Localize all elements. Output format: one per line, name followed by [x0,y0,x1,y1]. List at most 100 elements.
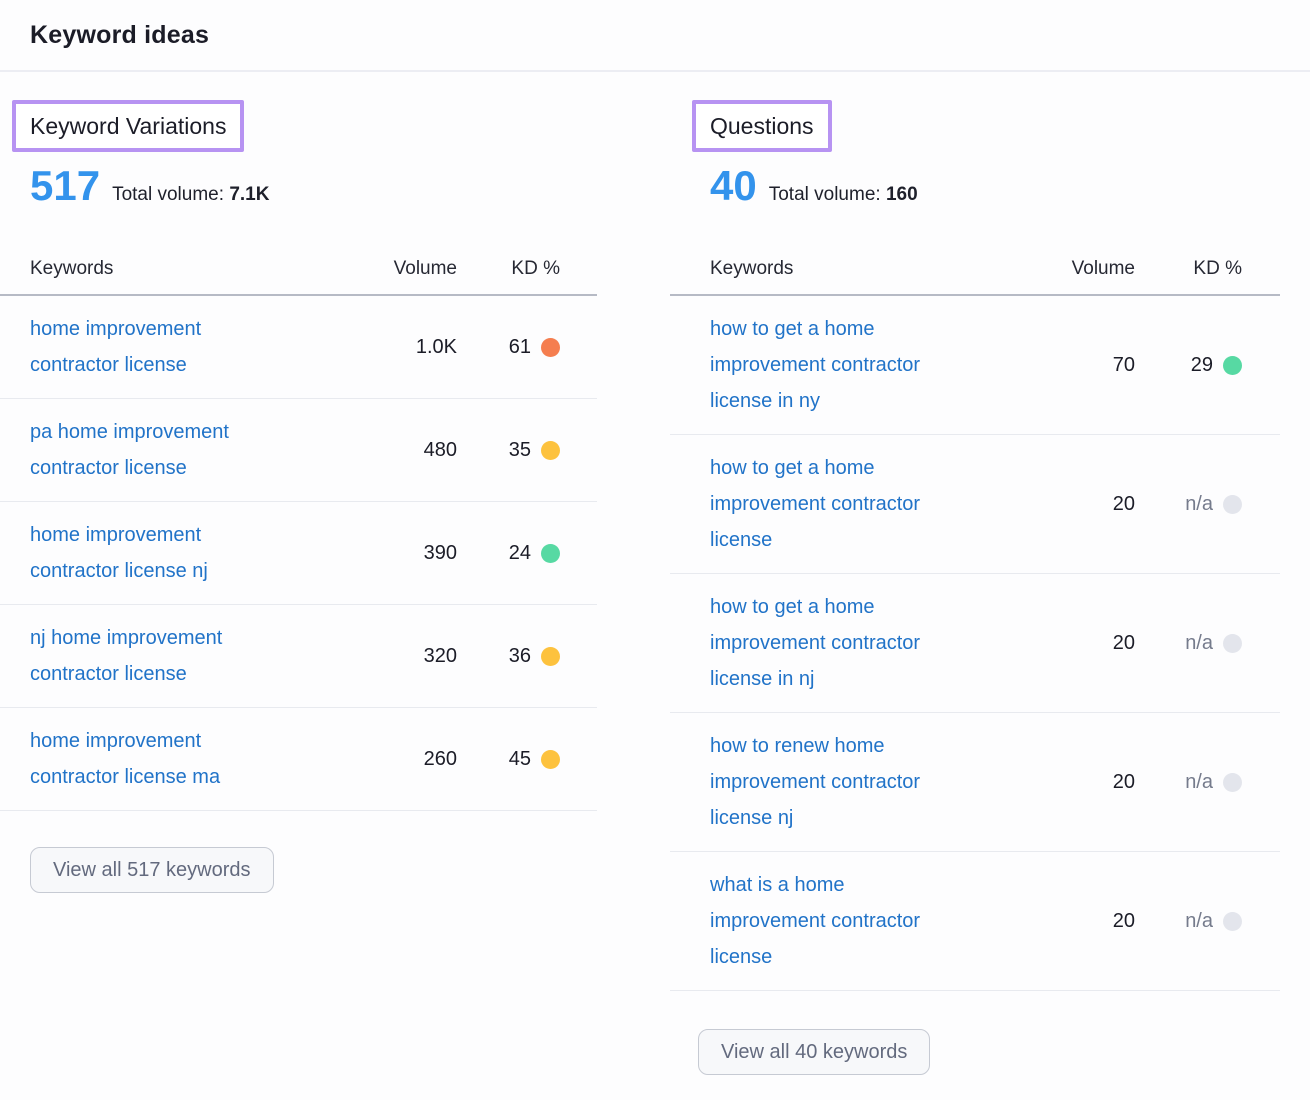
volume-cell: 260 [423,748,457,770]
kd-cell: 45 [457,741,597,777]
keyword-link[interactable]: how to renew home improvement contractor… [710,735,921,829]
variations-count: 517 [30,162,101,209]
total-volume-label: Total volume: [112,184,225,205]
kd-difficulty-dot [541,337,560,357]
kd-value: n/a [1185,771,1213,793]
kd-value: 45 [508,748,531,770]
total-volume-value: 160 [885,184,918,205]
keyword-link[interactable]: nj home improvement contractor license [30,627,223,685]
questions-section: Questions 40 Total volume: 160 Keywords … [670,100,1280,1075]
variations-total-volume: Total volume: 7.1K [112,184,269,206]
table-row: how to get a home improvement contractor… [670,296,1280,435]
kd-column-header: KD % [511,258,560,279]
keyword-link[interactable]: home improvement contractor license nj [30,524,208,582]
keyword-link[interactable]: pa home improvement contractor license [30,421,229,479]
keyword-link[interactable]: what is a home improvement contractor li… [710,874,921,968]
keyword-cell: pa home improvement contractor license [0,414,307,486]
keyword-cell: how to get a home improvement contractor… [670,589,1010,697]
questions-count: 40 [710,162,757,209]
keywords-column-header: Keywords [710,258,794,279]
volume-cell: 20 [1112,910,1135,932]
kd-cell: 35 [457,432,597,468]
variations-table: Keywords Volume KD % home improvement co… [0,258,597,811]
table-row: home improvement contractor license 1.0K… [0,296,597,399]
kd-difficulty-dot [1223,772,1242,792]
table-row: how to renew home improvement contractor… [670,713,1280,852]
keyword-link[interactable]: home improvement contractor license [30,318,202,376]
keywords-column-header: Keywords [30,258,114,279]
header-divider [0,70,1310,72]
volume-cell: 1.0K [415,336,457,358]
kd-cell: n/a [1135,764,1280,800]
content-columns: Keyword Variations 517 Total volume: 7.1… [0,72,1310,1075]
table-row: what is a home improvement contractor li… [670,852,1280,991]
keyword-cell: how to get a home improvement contractor… [670,311,1010,419]
volume-cell: 480 [423,439,457,461]
keyword-variations-label: Keyword Variations [30,113,227,139]
keyword-cell: nj home improvement contractor license [0,620,307,692]
questions-total-volume: Total volume: 160 [769,184,918,206]
kd-column-header: KD % [1193,258,1242,279]
kd-difficulty-dot [541,646,560,666]
volume-cell: 20 [1112,632,1135,654]
table-row: pa home improvement contractor license 4… [0,399,597,502]
kd-value: 29 [1190,354,1213,376]
kd-cell: 29 [1135,347,1280,383]
kd-difficulty-dot [1223,355,1242,375]
kd-value: n/a [1185,632,1213,654]
table-row: home improvement contractor license nj 3… [0,502,597,605]
variations-count-row: 517 Total volume: 7.1K [30,162,597,210]
kd-cell: n/a [1135,625,1280,661]
keyword-link[interactable]: how to get a home improvement contractor… [710,318,921,412]
kd-cell: 36 [457,638,597,674]
table-row: how to get a home improvement contractor… [670,435,1280,574]
kd-value: n/a [1185,493,1213,515]
volume-column-header: Volume [1071,258,1135,279]
keyword-variations-section: Keyword Variations 517 Total volume: 7.1… [0,100,597,1075]
keyword-link[interactable]: how to get a home improvement contractor… [710,457,921,551]
volume-cell: 320 [423,645,457,667]
volume-cell: 70 [1112,354,1135,376]
questions-count-row: 40 Total volume: 160 [710,162,1280,210]
total-volume-value: 7.1K [229,184,270,205]
view-all-questions-button[interactable]: View all 40 keywords [698,1029,931,1075]
keyword-cell: home improvement contractor license nj [0,517,307,589]
keyword-link[interactable]: how to get a home improvement contractor… [710,596,921,690]
kd-value: n/a [1185,910,1213,932]
keyword-link[interactable]: home improvement contractor license ma [30,730,221,788]
questions-table-header: Keywords Volume KD % [670,258,1280,296]
table-row: nj home improvement contractor license 3… [0,605,597,708]
kd-value: 24 [508,542,531,564]
table-row: how to get a home improvement contractor… [670,574,1280,713]
page-title: Keyword ideas [30,21,210,49]
kd-cell: 61 [457,329,597,365]
keyword-cell: what is a home improvement contractor li… [670,867,1010,975]
kd-cell: 24 [457,535,597,571]
kd-cell: n/a [1135,486,1280,522]
volume-cell: 20 [1112,493,1135,515]
volume-cell: 20 [1112,771,1135,793]
kd-value: 36 [508,645,531,667]
questions-highlight: Questions [692,100,832,152]
kd-difficulty-dot [1223,633,1242,653]
keyword-cell: how to get a home improvement contractor… [670,450,1010,558]
keyword-cell: home improvement contractor license [0,311,307,383]
table-row: home improvement contractor license ma 2… [0,708,597,811]
questions-table: Keywords Volume KD % how to get a home i… [670,258,1280,991]
kd-value: 61 [508,336,531,358]
volume-column-header: Volume [393,258,457,279]
variations-table-header: Keywords Volume KD % [0,258,597,296]
kd-value: 35 [508,439,531,461]
kd-difficulty-dot [541,440,560,460]
kd-difficulty-dot [1223,494,1242,514]
kd-cell: n/a [1135,903,1280,939]
volume-cell: 390 [423,542,457,564]
keyword-variations-highlight: Keyword Variations [12,100,245,152]
page-header: Keyword ideas [0,0,1310,50]
keyword-cell: home improvement contractor license ma [0,723,307,795]
total-volume-label: Total volume: [768,184,881,205]
questions-label: Questions [710,113,814,139]
keyword-cell: how to renew home improvement contractor… [670,728,1010,836]
view-all-variations-button[interactable]: View all 517 keywords [30,847,274,893]
kd-difficulty-dot [541,749,560,769]
